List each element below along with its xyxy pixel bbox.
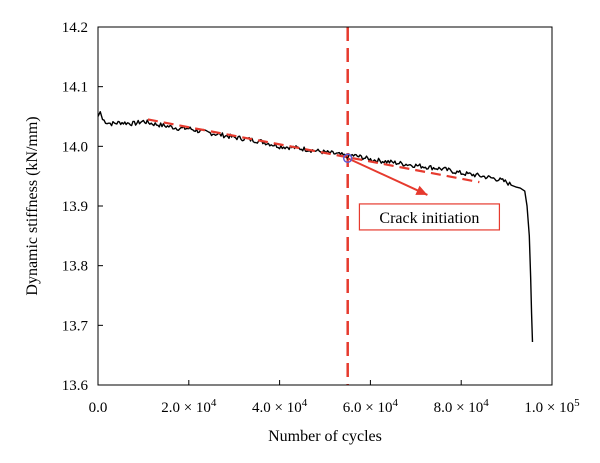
x-tick-exponent: 4 bbox=[302, 397, 308, 409]
annotation-arrow bbox=[347, 157, 428, 196]
x-tick-mantissa: 4.0 × 10 bbox=[252, 400, 302, 416]
x-tick-exponent: 4 bbox=[211, 397, 217, 409]
crack-initiation-marker bbox=[342, 153, 353, 164]
x-tick-mantissa: 6.0 × 10 bbox=[343, 400, 393, 416]
y-tick-label: 13.7 bbox=[62, 318, 89, 334]
x-tick-exponent: 4 bbox=[483, 397, 489, 409]
y-axis-title: Dynamic stiffness (kN/mm) bbox=[24, 116, 41, 295]
x-tick-mantissa: 8.0 × 10 bbox=[434, 400, 484, 416]
trend-line-series bbox=[147, 118, 480, 184]
y-axis: 13.6 13.7 13.8 13.9 14.0 14.1 14.2 bbox=[62, 20, 103, 394]
y-tick-label: 13.8 bbox=[62, 259, 88, 275]
annotation-arrowhead bbox=[415, 185, 428, 195]
y-tick-label: 13.9 bbox=[62, 199, 88, 215]
x-tick-mantissa: 2.0 × 10 bbox=[161, 400, 211, 416]
x-axis: 0.0 2.0 × 104 4.0 × 104 6.0 × 104 8.0 × 104 1… bbox=[89, 380, 580, 416]
y-tick-label: 13.6 bbox=[62, 378, 89, 394]
x-tick-label: 4.0 × 104 bbox=[252, 397, 308, 416]
dynamic-stiffness-series bbox=[97, 111, 534, 343]
x-tick-mantissa: 1.0 × 10 bbox=[524, 400, 574, 416]
plot-content bbox=[97, 27, 534, 385]
annotation-label: Crack initiation bbox=[379, 210, 479, 227]
x-tick-label: 1.0 × 105 bbox=[524, 397, 580, 416]
y-tick-label: 14.1 bbox=[62, 80, 88, 96]
x-tick-label: 0.0 bbox=[89, 400, 108, 416]
x-tick-label: 8.0 × 104 bbox=[434, 397, 490, 416]
annotation-box bbox=[358, 203, 501, 231]
y-tick-label: 14.0 bbox=[62, 139, 88, 155]
x-tick-exponent: 5 bbox=[574, 397, 580, 409]
x-tick-label: 2.0 × 104 bbox=[161, 397, 217, 416]
x-tick-mantissa: 0.0 bbox=[89, 400, 108, 416]
y-tick-label: 14.2 bbox=[62, 20, 88, 36]
x-tick-label: 6.0 × 104 bbox=[343, 397, 399, 416]
annotation: Crack initiation bbox=[342, 153, 501, 231]
x-tick-exponent: 4 bbox=[393, 397, 399, 409]
x-axis-title: Number of cycles bbox=[268, 428, 382, 445]
